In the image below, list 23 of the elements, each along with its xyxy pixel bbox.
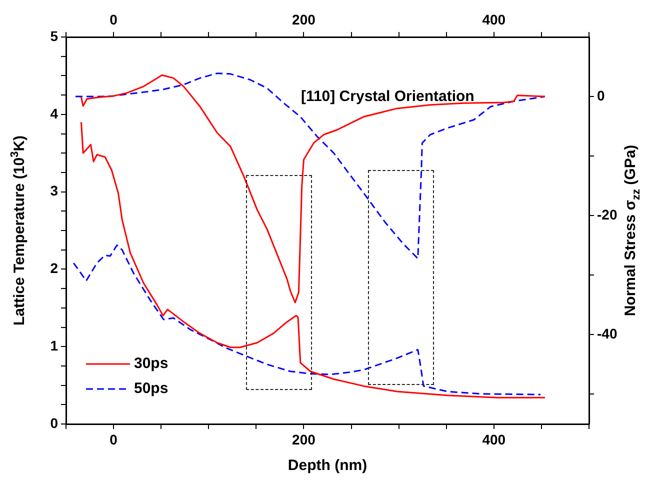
y2-tick-label: 0: [597, 87, 605, 104]
x2-tick-label: 0: [110, 11, 118, 28]
y-tick-label: 5: [50, 28, 58, 44]
y-tick-label: 2: [50, 260, 58, 276]
legend-label: 30ps: [134, 355, 168, 372]
y-tick-label: 4: [50, 105, 58, 122]
legend-label: 50ps: [134, 380, 168, 398]
y2-tick-label: -40: [597, 326, 618, 342]
x-tick-label: 400: [482, 431, 506, 448]
y-tick-label: 1: [50, 337, 58, 354]
x2-tick-label: 200: [292, 11, 316, 28]
x-tick-label: 200: [292, 431, 316, 448]
y2-axis-title: Normal Stress σzz (GPa): [622, 144, 642, 316]
text: [110] Crystal Orientation: [300, 88, 474, 106]
x2-tick-label: 400: [482, 11, 506, 28]
line-series: [74, 72, 546, 260]
y-tick-label: 0: [50, 414, 58, 431]
x-axis-title: Depth (nm): [288, 457, 368, 474]
y-tick-label: 3: [50, 182, 58, 199]
x-tick-label: 0: [110, 431, 118, 448]
line-series: [72, 244, 542, 396]
y-axis-title: Lattice Temperature (103K): [8, 135, 28, 326]
y2-tick-label: -20: [597, 206, 618, 222]
